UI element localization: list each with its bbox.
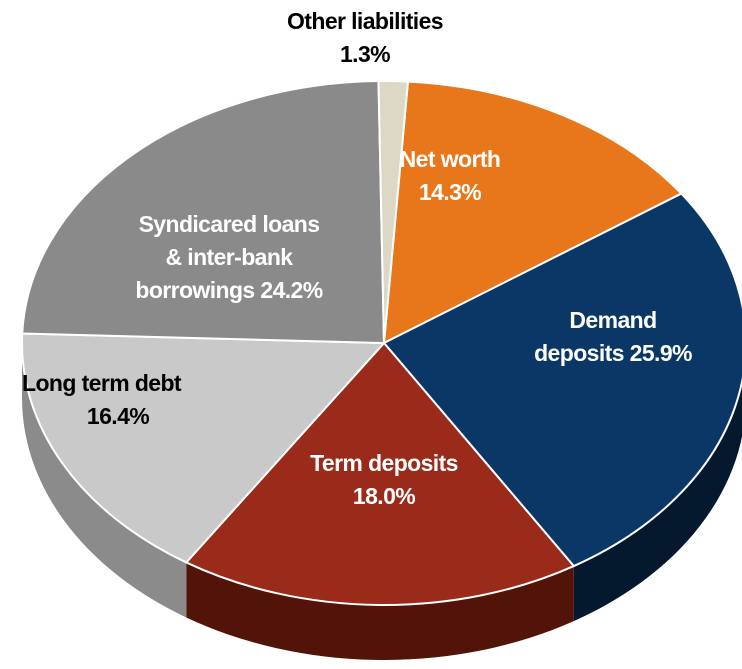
slice-label-other-liabilities: Other liabilities 1.3% bbox=[287, 8, 443, 67]
pie-slice-long-term-debt bbox=[21, 332, 385, 564]
slice-name-label: deposits 25.9% bbox=[534, 340, 692, 366]
slice-name-label: Term deposits bbox=[310, 450, 458, 476]
slice-value-label: 18.0% bbox=[353, 483, 415, 509]
pie-slice-term-deposits bbox=[185, 342, 575, 606]
slice-name-label: Demand bbox=[569, 307, 656, 333]
pie-slice-syndicared-loans-and-inter-bank-borrowings bbox=[21, 80, 385, 344]
pie-slice-demand-deposits bbox=[383, 192, 742, 568]
slice-value-label: 14.3% bbox=[419, 179, 481, 205]
slice-name-label: & inter-bank bbox=[166, 244, 294, 270]
slice-label-net-worth: Net worth 14.3% bbox=[400, 146, 501, 205]
pie-top-layer bbox=[21, 80, 742, 606]
pie-side-layer bbox=[22, 343, 742, 660]
pie-side-long-term-debt bbox=[22, 343, 187, 618]
slice-label-term-deposits: Term deposits 18.0% bbox=[310, 450, 458, 509]
slice-label-long-term-debt: Long term debt 16.4% bbox=[22, 370, 182, 429]
slice-name-label: borrowings 24.2% bbox=[135, 277, 322, 303]
pie-slice-net-worth bbox=[383, 80, 683, 344]
pie-slice-other-liabilities bbox=[377, 80, 409, 344]
slice-value-label: 1.3% bbox=[340, 41, 390, 67]
pie-side-demand-deposits bbox=[573, 381, 742, 622]
slice-value-label: 16.4% bbox=[87, 403, 149, 429]
slice-name-label: Syndicared loans bbox=[139, 211, 320, 237]
slice-name-label: Other liabilities bbox=[287, 8, 443, 34]
pie-side-term-deposits bbox=[186, 562, 574, 660]
slice-label-demand-deposits: Demand deposits 25.9% bbox=[534, 307, 692, 366]
slice-label-syndicared-loans-and-inter-bank-borrowings: Syndicared loans & inter-bank borrowings 2… bbox=[135, 211, 322, 303]
slice-name-label: Net worth bbox=[400, 146, 501, 172]
slice-name-label: Long term debt bbox=[22, 370, 182, 396]
pie-labels-layer: Net worth 14.3% Demand deposits 25.9% Term d… bbox=[22, 8, 693, 509]
